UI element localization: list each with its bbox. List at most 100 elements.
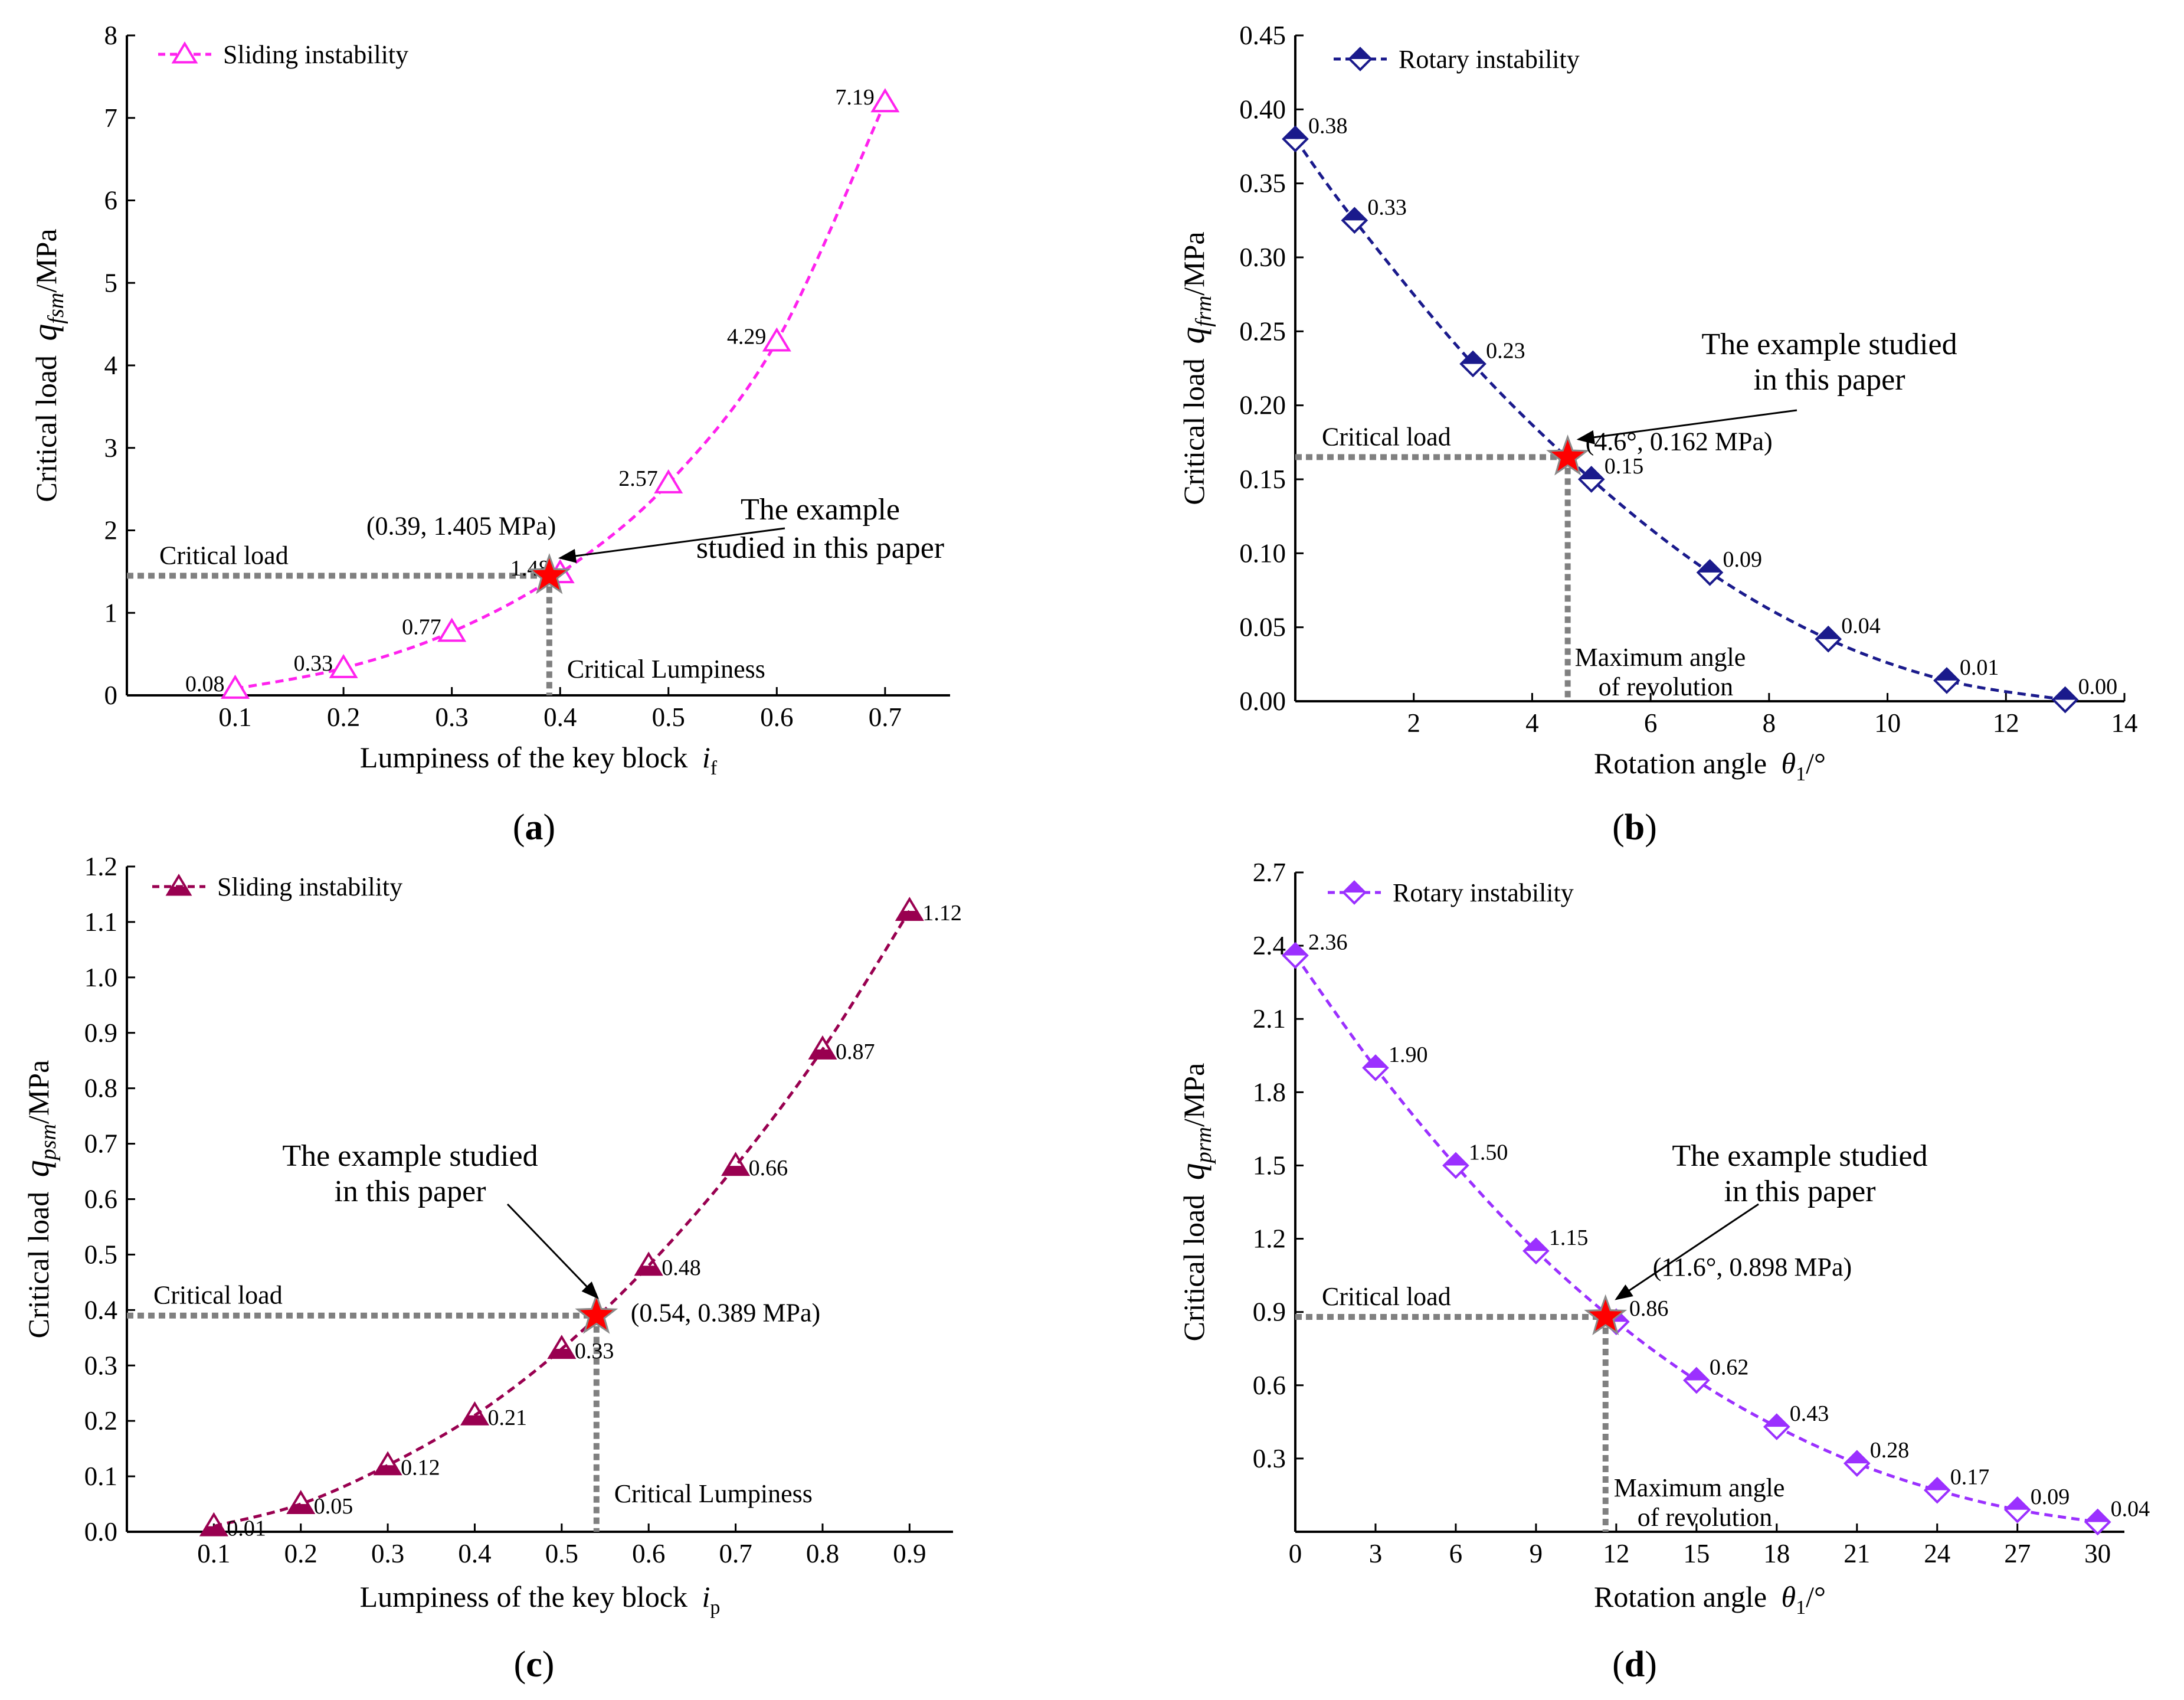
critical-point-coordinates: (0.54, 0.389 MPa) <box>631 1299 820 1328</box>
y-axis-unit: /MPa <box>22 1060 55 1124</box>
y-tick-label: 0.3 <box>1253 1444 1286 1473</box>
x-axis-symbol: θ <box>1782 747 1796 780</box>
x-tick-label: 14 <box>2111 708 2138 738</box>
x-axis-subscript: f <box>710 757 718 779</box>
marker-outline <box>634 1251 663 1276</box>
panel-label-letter: a <box>525 808 543 848</box>
data-point-marker <box>895 897 924 921</box>
x-axis-title-text: Lumpiness of the key block <box>360 741 695 774</box>
y-tick-label: 0.00 <box>1239 686 1286 716</box>
data-point-label: 0.12 <box>401 1455 440 1480</box>
critical-load-label: Critical load <box>159 541 289 570</box>
example-annotation-text: The example studied <box>282 1139 538 1173</box>
y-tick-label: 2.1 <box>1253 1004 1286 1034</box>
marker-outline <box>762 327 791 352</box>
panel-label-letter: c <box>526 1645 542 1685</box>
data-point-label: 0.38 <box>1308 113 1348 138</box>
critical-load-label: Critical load <box>1322 1282 1451 1311</box>
panel-label-open: ( <box>513 808 525 848</box>
x-tick-label: 0.2 <box>327 702 360 732</box>
legend-marker <box>1348 47 1373 71</box>
panel-label: (d) <box>1612 1645 1657 1685</box>
critical-point-coordinates: (4.6°, 0.162 MPa) <box>1586 427 1773 456</box>
marker-fill <box>1524 1239 1548 1251</box>
data-point-marker <box>870 88 900 113</box>
x-tick-label: 0.1 <box>197 1539 230 1568</box>
x-tick-label: 0.4 <box>458 1539 491 1568</box>
marker-fill <box>1363 1055 1387 1068</box>
data-point-marker <box>221 674 250 699</box>
marker-fill <box>1684 1368 1708 1381</box>
marker-fill <box>1443 1153 1468 1166</box>
panel-a-chart: 0 1 2 3 4 5 6 7 8 0.1 0.2 0.3 0.4 0.5 0.6 0.7 Lumpiness … <box>25 21 950 848</box>
data-point-marker <box>1815 625 1842 653</box>
marker-fill <box>462 1415 487 1424</box>
x-tick-label: 0.5 <box>545 1539 578 1568</box>
data-point-marker <box>2051 686 2079 714</box>
panel-label: (b) <box>1612 808 1657 848</box>
panel-label-open: ( <box>514 1645 526 1685</box>
marker-fill <box>810 1049 835 1058</box>
data-point-label: 2.36 <box>1308 930 1348 955</box>
marker-fill <box>2005 1498 2029 1510</box>
data-point-marker <box>547 1335 577 1359</box>
data-point-label: 0.43 <box>1790 1401 1829 1426</box>
data-point-label: 0.08 <box>185 672 225 697</box>
y-tick-label: 6 <box>104 186 118 215</box>
marker-fill <box>1925 1478 1949 1490</box>
example-annotation-arrow <box>1576 409 1797 444</box>
y-tick-label: 8 <box>104 21 118 50</box>
y-tick-label: 0 <box>104 681 118 710</box>
marker-outline <box>286 1490 316 1515</box>
critical-point-star <box>528 553 571 594</box>
y-tick-label: 0.9 <box>84 1018 117 1048</box>
x-axis-title-text: Rotation angle <box>1594 1580 1774 1613</box>
panel-label-close: ) <box>543 808 556 848</box>
y-axis-subscript: fsm <box>44 293 68 324</box>
y-tick-label: 2.7 <box>1253 858 1286 887</box>
x-tick-label: 10 <box>1874 708 1901 738</box>
marker-fill <box>1845 1451 1869 1464</box>
x-tick-label: 15 <box>1683 1539 1710 1568</box>
data-point-marker <box>1696 559 1724 586</box>
example-annotation-text: in this paper <box>334 1175 486 1208</box>
y-tick-label: 0.20 <box>1239 391 1286 420</box>
data-point-marker <box>1683 1366 1710 1394</box>
marker-fill <box>1579 468 1603 479</box>
y-tick-label: 0.2 <box>84 1406 117 1436</box>
data-point-label: 0.66 <box>749 1156 788 1181</box>
data-point-label: 0.15 <box>1605 454 1644 479</box>
x-tick-label: 2 <box>1407 708 1420 738</box>
y-axis-title-text: Critical load <box>30 348 63 502</box>
data-point-marker <box>2084 1508 2111 1536</box>
x-tick-label: 8 <box>1763 708 1776 738</box>
data-point-label: 0.33 <box>575 1339 614 1364</box>
marker-fill <box>1343 208 1367 221</box>
y-tick-label: 0.3 <box>84 1351 117 1380</box>
x-tick-label: 0.4 <box>543 702 577 732</box>
x-tick-label: 0.3 <box>436 702 469 732</box>
data-point-marker <box>1763 1413 1790 1440</box>
marker-fill <box>1461 352 1485 364</box>
marker-fill <box>1764 1415 1789 1427</box>
data-point-marker <box>721 1152 751 1176</box>
data-point-label: 0.04 <box>1841 614 1881 639</box>
x-tick-label: 12 <box>1993 708 2019 738</box>
y-tick-label: 0.6 <box>84 1185 117 1214</box>
y-tick-label: 0.15 <box>1239 465 1286 494</box>
x-tick-label: 0.6 <box>632 1539 665 1568</box>
y-axis-unit: /MPa <box>1177 231 1210 295</box>
y-tick-label: 0.6 <box>1253 1371 1286 1400</box>
marker-fill <box>375 1465 401 1475</box>
data-point-label: 0.09 <box>1723 547 1763 572</box>
legend-label: Rotary instability <box>1399 45 1580 74</box>
y-tick-label: 0.9 <box>1253 1297 1286 1327</box>
y-axis-title-text: Critical load <box>22 1184 55 1338</box>
data-point-marker <box>199 1512 228 1536</box>
y-tick-label: 1.8 <box>1253 1077 1286 1107</box>
y-axis-title: Critical load qpsm/MPa <box>18 1060 61 1339</box>
marker-outline <box>373 1451 402 1476</box>
data-point-label: 0.48 <box>662 1256 701 1280</box>
y-axis-title-text: Critical load <box>1177 351 1210 505</box>
legend-marker <box>171 41 198 64</box>
